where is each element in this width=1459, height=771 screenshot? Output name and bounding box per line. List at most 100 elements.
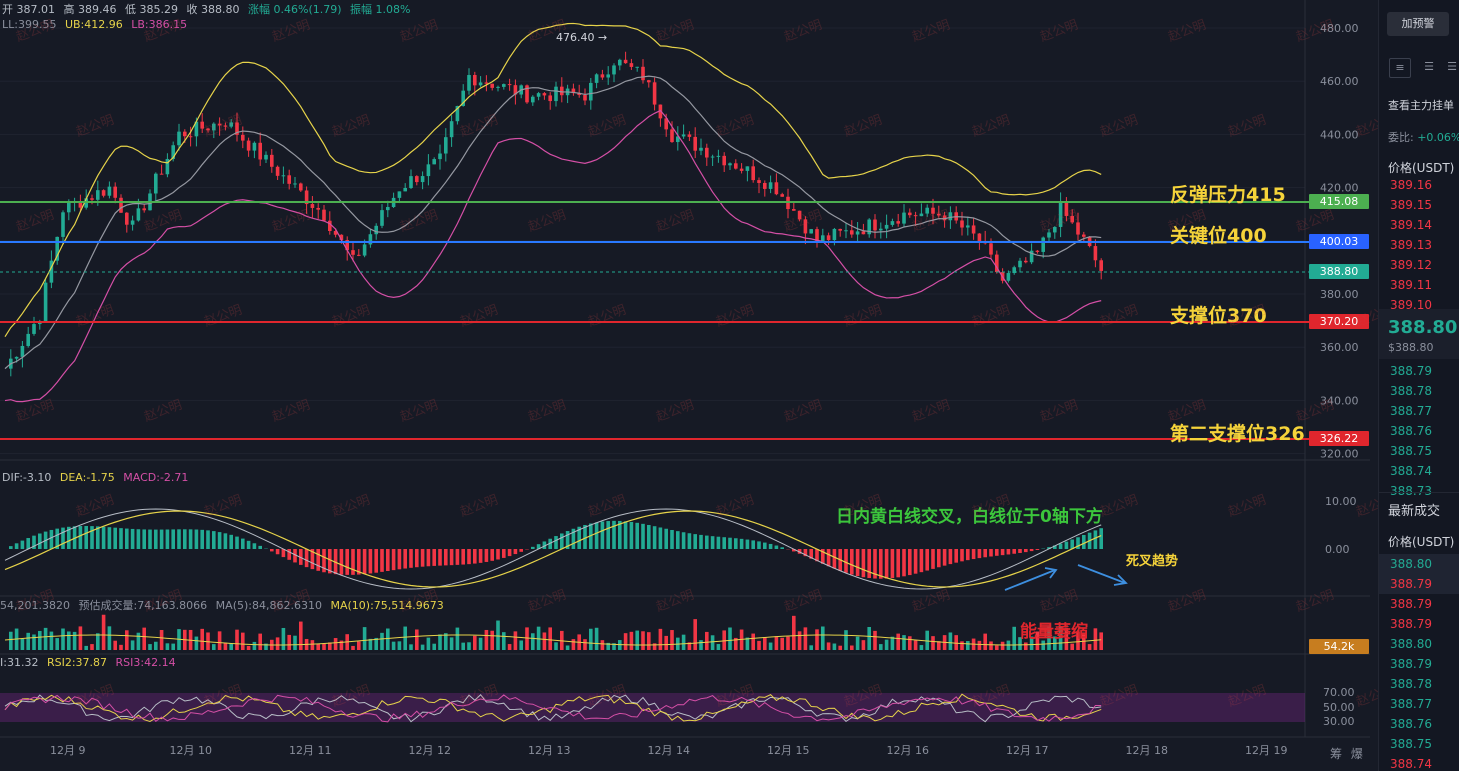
volume-bar [554,642,558,650]
candle-body [432,159,436,165]
macd-histogram-bar [113,527,117,549]
candle-body [188,136,193,138]
macd-histogram-bar [681,532,686,549]
macd-histogram-bar [171,529,175,549]
volume-bar [1024,642,1028,650]
volume-bar [49,631,54,650]
price-axis-label: 320.00 [1320,448,1359,461]
macd-histogram-bar [125,528,129,549]
volume-bar [1058,626,1063,650]
volume-bar [502,632,506,650]
volume-bar [339,640,344,650]
candle-body [380,210,384,226]
liquidation-tab[interactable]: 爆 [1350,747,1363,761]
candle-body [670,129,674,143]
candle-body [310,204,315,208]
macd-histogram-bar [751,540,755,549]
candle-body [699,147,703,151]
candle-body [351,250,355,255]
macd-axis-label: 10.00 [1325,495,1357,508]
volume-bar [948,632,953,650]
candle-body [600,74,605,78]
up-arrow-icon [1004,567,1058,591]
candle-body [844,230,848,232]
candle-body [26,333,30,346]
volume-bar [258,633,262,650]
macd-histogram-bar [1082,534,1086,549]
volume-bar [623,633,628,650]
volume-bar [803,627,808,650]
rsi1-value: I:31.32 [0,656,39,669]
candle-body [768,182,773,189]
candle-body [328,220,332,231]
volume-bar [606,642,610,650]
volume-bar [722,630,726,650]
volume-bar [380,632,384,650]
bid-price-row: 388.73 [1390,484,1432,498]
macd-histogram-bar [403,549,407,569]
chart-area[interactable]: 480.00460.00440.00420.00400.00380.00360.… [0,0,1396,771]
macd-histogram-bar [1099,528,1103,549]
date-axis-label: 12月 16 [887,744,930,757]
volume-bar [1064,627,1069,650]
support2-price-tag: 326.22 [1309,431,1369,446]
macd-histogram-bar [235,536,239,549]
volume-bar [374,637,378,650]
view-main-orders[interactable]: 查看主力挂单 [1388,99,1454,112]
volume-bar [600,640,605,650]
volume-bar [913,640,918,650]
macd-histogram-bar [716,536,721,549]
volume-bar [536,626,541,650]
candle-body [473,75,477,86]
candle-body [525,85,529,103]
macd-histogram-bar [855,549,860,577]
macd-histogram-bar [658,527,663,549]
volume-bar [977,640,982,650]
macd-histogram-bar [49,529,54,549]
trade-price-row: 388.79 [1390,577,1432,591]
volume-bar [1047,626,1051,650]
price-header: 价格(USDT) [1388,161,1455,175]
candle-body [455,105,460,122]
ohlc-low: 低 385.29 [125,3,178,16]
candle-body [281,175,286,177]
volume-bar [84,645,88,650]
macd-histogram-bar [194,529,199,549]
candle-body [136,208,141,221]
macd-histogram-bar [583,524,587,549]
ask-price-row: 389.10 [1390,298,1432,312]
boll-lb: LB:386.15 [131,18,188,31]
candle-body [252,142,257,151]
candle-body [536,93,541,97]
macd-dea: DEA:-1.75 [59,471,115,484]
macd-histogram-bar [693,534,697,549]
book-list-icon[interactable]: ☰ [1424,60,1434,73]
trade-price-row: 388.78 [1390,677,1432,691]
chips-tab[interactable]: 筹 [1330,747,1343,761]
macd-histogram-bar [154,529,158,549]
candle-body [438,153,442,160]
volume-bar [716,644,721,650]
candle-body [258,142,262,160]
candle-body [571,88,576,94]
book-both-icon[interactable]: ≡ [1389,58,1411,78]
candle-body [362,244,367,256]
book-bids-icon[interactable]: ☰ [1447,60,1457,73]
rsi-axis-label: 30.00 [1323,715,1355,728]
candle-body [1076,222,1080,235]
candle-body [333,230,338,235]
add-alert-button[interactable]: 加预警 [1387,12,1449,36]
chart-canvas[interactable]: 480.00460.00440.00420.00400.00380.00360.… [0,0,1370,771]
macd-histogram-bar [223,533,228,549]
macd-histogram-bar [594,522,599,549]
macd-histogram-bar [983,549,987,558]
macd-histogram-bar [803,549,808,557]
boll-lower-line [4,109,1102,403]
volume-bar [670,630,674,650]
macd-histogram-bar [397,549,402,570]
volume-bar [826,642,831,650]
macd-histogram-bar [513,549,518,555]
rsi2-value: RSI2:37.87 [46,656,108,669]
macd-histogram-bar [536,544,541,549]
latest-trades-title[interactable]: 最新成交 [1388,504,1441,519]
